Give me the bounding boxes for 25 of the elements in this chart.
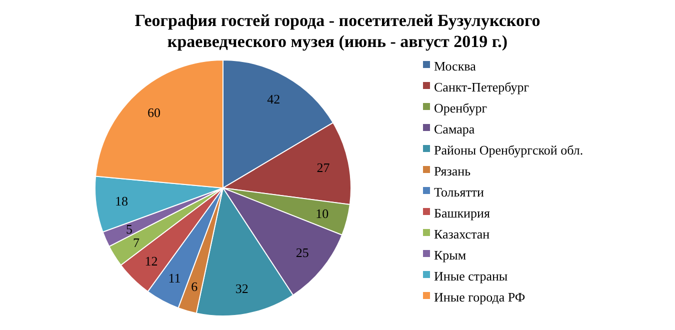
legend-label: Рязань [434,164,471,178]
legend-label: Иные страны [434,268,508,284]
legend-label: Москва [434,58,476,74]
data-label: 10 [316,206,329,222]
data-label: 12 [144,254,158,269]
legend-label: Районы Оренбургской обл. [434,142,584,158]
data-label: 5 [126,222,132,237]
legend-label: Самара [434,122,475,136]
data-label: 60 [148,104,161,120]
data-label: 27 [316,160,330,175]
data-label: 42 [267,92,280,107]
data-label: 25 [296,245,309,260]
legend-label: Тольятти [434,184,484,200]
chart-title: География гостей города - посетителей Бузулукского краеведческого музея (июнь - август 2019 г.) [134,11,540,51]
legend-label: Казахстан [434,226,490,242]
legend-label: Иные города РФ [434,290,526,304]
data-label: 18 [114,194,128,209]
data-label: 11 [168,270,181,286]
legend-label: Крым [434,248,466,262]
legend-label: Санкт-Петербург [434,80,530,94]
legend-label: Башкирия [434,206,490,220]
data-label: 32 [235,281,248,296]
data-label: 7 [133,234,140,250]
legend-label: Оренбург [434,100,488,116]
data-label: 6 [191,278,198,294]
